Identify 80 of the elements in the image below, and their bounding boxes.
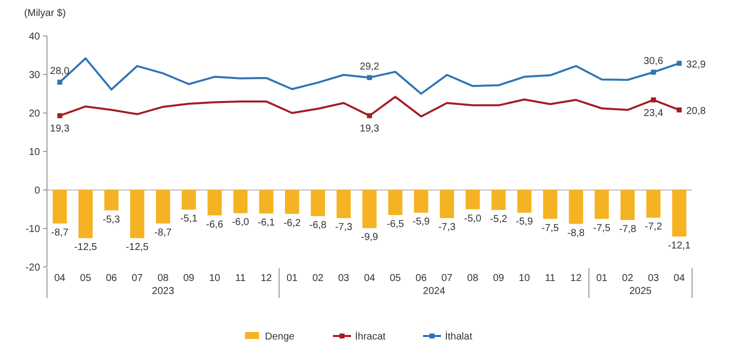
x-tick-label: 07 bbox=[441, 273, 453, 284]
data-label: -6,2 bbox=[283, 218, 302, 229]
data-label: 19,3 bbox=[50, 124, 70, 135]
data-label: -7,5 bbox=[542, 222, 560, 234]
y-axis-title: (Milyar $) bbox=[24, 8, 66, 19]
data-label: -9,9 bbox=[360, 232, 379, 244]
data-label: -5,0 bbox=[464, 213, 482, 224]
data-label: -12,5 bbox=[126, 242, 150, 254]
text: 2023 bbox=[152, 286, 175, 297]
x-tick-label: 06 bbox=[416, 273, 428, 284]
point bbox=[57, 80, 62, 85]
x-tick-label: 04 bbox=[364, 273, 376, 284]
x-tick-label: 09 bbox=[183, 273, 195, 284]
text: 2025 bbox=[629, 286, 652, 297]
data-label: 19,3 bbox=[360, 124, 380, 135]
data-label: -6,6 bbox=[206, 219, 224, 230]
data-label: -6,5 bbox=[386, 219, 404, 230]
x-tick-label: 08 bbox=[157, 273, 170, 284]
x-tick-label: 08 bbox=[467, 273, 479, 284]
x-tick-label: 05 bbox=[390, 273, 402, 284]
text: 2024 bbox=[422, 286, 446, 297]
y-tick-label: 30 bbox=[28, 70, 40, 81]
x-tick-label: 07 bbox=[132, 273, 144, 284]
data-label: -6,0 bbox=[232, 217, 250, 228]
data-label: -5,9 bbox=[516, 216, 534, 228]
data-label: 20,8 bbox=[686, 106, 706, 117]
data-label: -8,7 bbox=[51, 227, 69, 238]
x-tick-label: 10 bbox=[518, 273, 530, 284]
x-tick-label: 12 bbox=[260, 273, 272, 284]
x-tick-label: 04 bbox=[54, 273, 66, 284]
y-tick-label: 20 bbox=[28, 108, 40, 120]
x-tick-label: 06 bbox=[106, 273, 118, 284]
x-tick-label: 02 bbox=[622, 273, 634, 284]
point bbox=[650, 70, 656, 75]
x-tick-label: 01 bbox=[286, 273, 298, 284]
point bbox=[676, 107, 682, 112]
x-tick-label: 04 bbox=[674, 273, 686, 284]
x-tick-label: 11 bbox=[235, 273, 246, 284]
x-tick-label: 01 bbox=[596, 273, 608, 284]
legend-label: Denge bbox=[265, 332, 295, 342]
x-tick-label: 05 bbox=[80, 273, 92, 284]
point bbox=[367, 113, 372, 118]
x-tick-label: 12 bbox=[570, 273, 582, 284]
x-tick-label: 09 bbox=[492, 273, 505, 284]
data-label: -7,5 bbox=[593, 222, 611, 234]
data-label: 29,2 bbox=[360, 62, 380, 73]
x-tick-label: 02 bbox=[312, 273, 324, 284]
point bbox=[650, 97, 656, 102]
x-tick-label: 11 bbox=[544, 273, 556, 284]
data-label: -8,7 bbox=[154, 227, 172, 238]
data-label: -7,3 bbox=[438, 222, 456, 234]
x-tick-label: 03 bbox=[648, 273, 660, 284]
y-tick-label: 0 bbox=[34, 186, 40, 196]
data-label: -7,2 bbox=[644, 222, 662, 233]
y-tick-label: -10 bbox=[26, 224, 40, 235]
point bbox=[367, 75, 372, 80]
data-label: 28,0 bbox=[50, 66, 70, 78]
y-tick-label: -20 bbox=[26, 262, 40, 274]
data-label: -7,8 bbox=[618, 224, 637, 236]
data-label: -5,3 bbox=[102, 214, 120, 226]
legend-label: İhracat bbox=[355, 330, 386, 342]
legend-label: İthalat bbox=[445, 330, 472, 342]
data-label: -12,1 bbox=[668, 240, 692, 252]
data-label: -12,5 bbox=[74, 242, 98, 254]
data-label: -5,1 bbox=[180, 214, 198, 225]
y-tick-label: 10 bbox=[28, 147, 40, 158]
data-label: -7,3 bbox=[335, 222, 353, 234]
point bbox=[57, 113, 62, 118]
x-tick-label: 03 bbox=[338, 273, 350, 284]
x-tick-label: 10 bbox=[209, 273, 221, 284]
data-label: -8,8 bbox=[567, 228, 586, 239]
data-label: 23,4 bbox=[644, 108, 664, 119]
data-label: -5,9 bbox=[412, 216, 430, 228]
data-label: -6,8 bbox=[309, 220, 327, 232]
data-label: -6,1 bbox=[258, 217, 276, 228]
y-tick-label: 40 bbox=[28, 32, 40, 42]
data-label: 32,9 bbox=[686, 59, 706, 70]
data-label: -5,2 bbox=[490, 214, 508, 226]
data-label: 30,6 bbox=[644, 56, 664, 68]
point bbox=[676, 60, 682, 66]
